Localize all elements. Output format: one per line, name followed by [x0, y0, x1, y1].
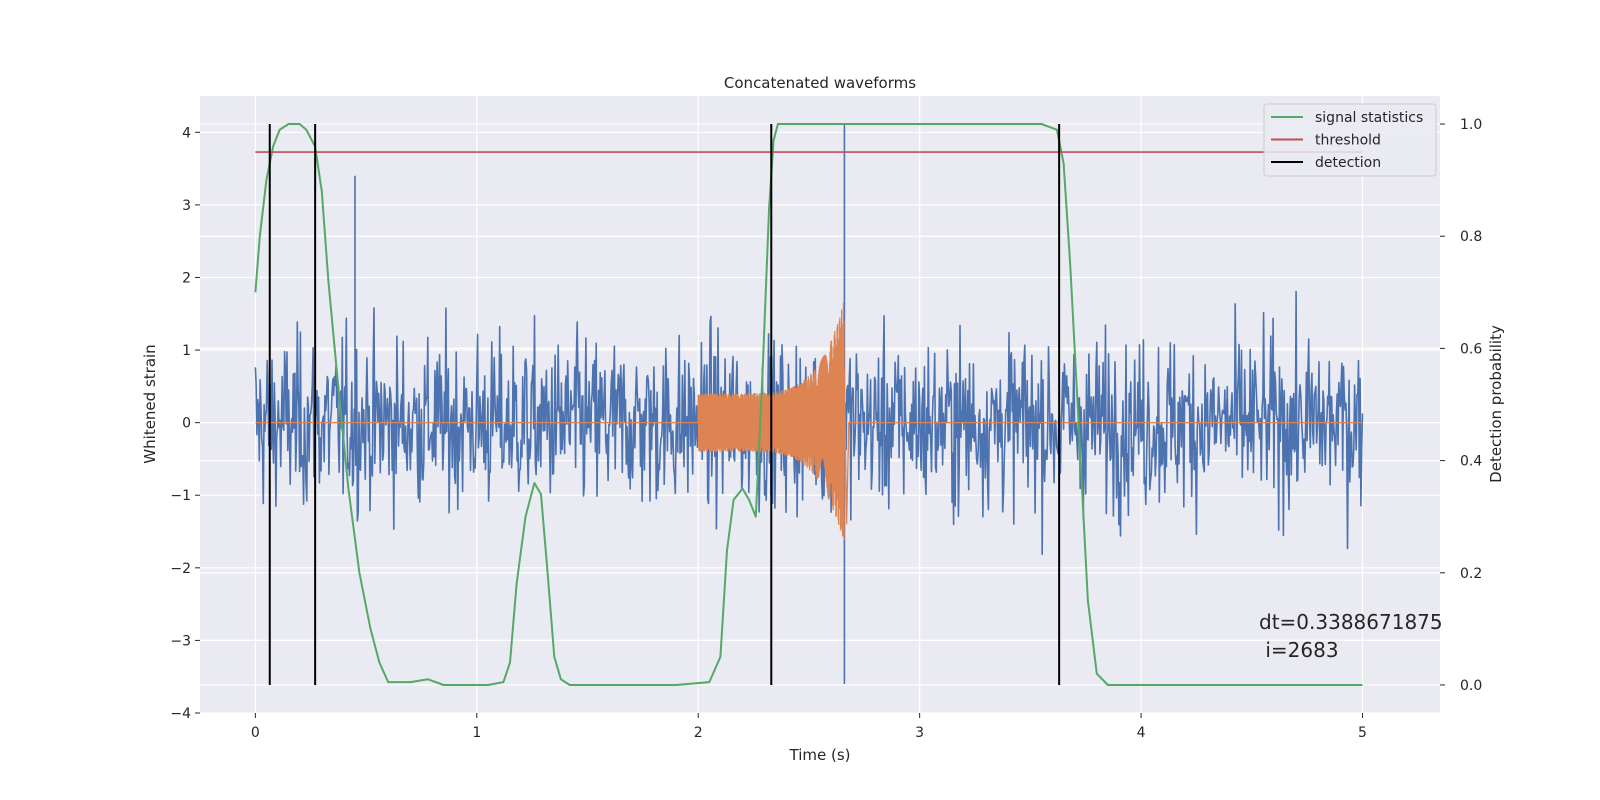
- axes: 0 1 2 3 4 5 −4 −3 −2 −1 0 1 2 3 4 0.0 0.2 0.4 0.6 0.8 1.0: [170, 117, 1482, 741]
- y2-tick-label: 0.2: [1460, 566, 1482, 582]
- x-tick-label: 3: [915, 725, 924, 741]
- y-tick-label: −3: [170, 633, 191, 649]
- x-tick-label: 5: [1358, 725, 1367, 741]
- y2-axis-label: Detection probability: [1487, 325, 1505, 483]
- x-axis-label: Time (s): [789, 746, 851, 764]
- probability-series: [254, 123, 1363, 686]
- y-tick-label: 3: [182, 198, 191, 214]
- y-tick-label: −2: [170, 561, 191, 577]
- y2-tick-label: 1.0: [1460, 117, 1482, 133]
- x-tick-label: 0: [251, 725, 260, 741]
- annotation: dt=0.3388671875 i=2683: [1259, 610, 1443, 662]
- chart-title: Concatenated waveforms: [724, 74, 916, 92]
- y2-tick-label: 0.8: [1460, 229, 1482, 245]
- y2-tick-label: 0.0: [1460, 678, 1482, 694]
- x-tick-label: 4: [1137, 725, 1146, 741]
- x-tick-label: 1: [472, 725, 481, 741]
- annotation-line: i=2683: [1259, 638, 1339, 662]
- y2-tick-label: 0.6: [1460, 341, 1482, 357]
- y-tick-label: 2: [182, 270, 191, 286]
- signal-statistics-line: [254, 123, 1363, 686]
- legend-box: [1263, 103, 1437, 177]
- annotation-line: dt=0.3388671875: [1259, 610, 1443, 634]
- y-tick-label: −1: [170, 488, 191, 504]
- legend-label: signal statistics: [1315, 110, 1423, 126]
- legend-label: threshold: [1315, 133, 1381, 149]
- x-tick-label: 2: [694, 725, 703, 741]
- y-tick-label: 1: [182, 343, 191, 359]
- legend: signal statistics threshold detection: [1263, 103, 1437, 177]
- y-tick-label: 4: [182, 125, 191, 141]
- y-tick-label: −4: [170, 706, 191, 722]
- y-tick-label: 0: [182, 416, 191, 432]
- legend-label: detection: [1315, 155, 1381, 171]
- y-axis-label: Whitened strain: [141, 344, 159, 463]
- y2-tick-label: 0.4: [1460, 454, 1482, 470]
